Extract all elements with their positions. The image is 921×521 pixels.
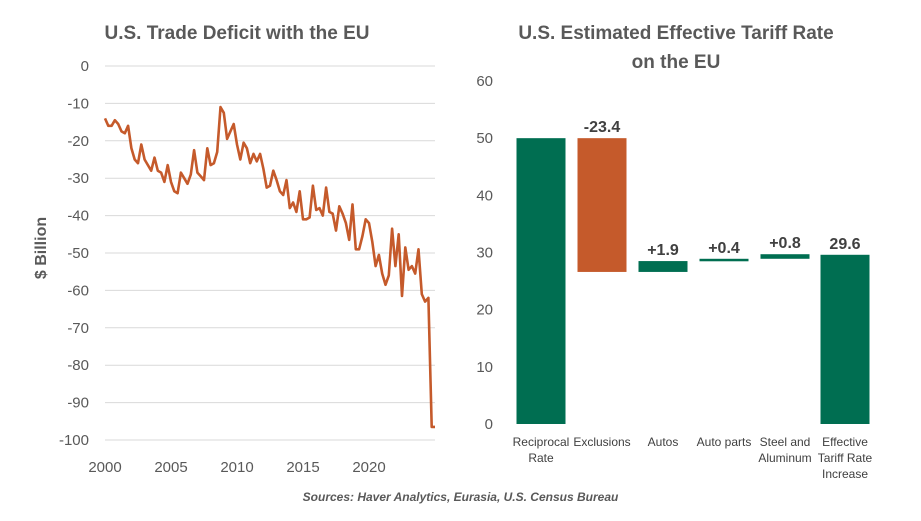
waterfall-category-label: Autos [648,435,679,449]
right-y-tick: 40 [476,187,493,204]
waterfall-data-label: +0.8 [769,235,801,252]
right-y-tick: 10 [476,359,493,376]
left-y-tick: -50 [67,245,89,262]
waterfall-category-label: Aluminum [758,451,811,465]
waterfall-category-label: Tariff Rate [818,451,873,465]
right-y-tick: 60 [476,73,493,90]
right-y-tick: 50 [476,130,493,147]
tariff-rate-chart: U.S. Estimated Effective Tariff Rate on … [476,23,872,481]
left-y-tick-labels: 0 -10 -20 -30 -40 -50 -60 -70 -80 -90 -100 [59,58,89,449]
left-chart-title: U.S. Trade Deficit with the EU [105,23,370,44]
waterfall-category-labels: Reciprocal Rate Exclusions Autos Auto parts S… [513,435,873,481]
source-note: Sources: Haver Analytics, Eurasia, U.S. … [302,490,619,504]
waterfall-bar [820,254,870,424]
left-x-tick: 2010 [220,459,253,476]
waterfall-data-label: +0.4 [708,240,740,257]
left-x-tick: 2015 [286,459,319,476]
right-y-tick: 0 [485,416,493,433]
left-y-axis-label: $ Billion [33,217,50,279]
waterfall-bar [760,254,810,259]
left-y-tick: -10 [67,95,89,112]
left-y-tick: -30 [67,170,89,187]
left-y-tick: -40 [67,208,89,225]
right-y-tick: 20 [476,302,493,319]
right-y-tick: 30 [476,245,493,262]
trade-deficit-line [103,105,435,429]
left-y-tick: -80 [67,357,89,374]
left-y-tick: 0 [81,58,89,75]
waterfall-data-label: 29.6 [829,236,860,253]
left-y-tick: -20 [67,133,89,150]
waterfall-data-label: +1.9 [647,242,679,259]
waterfall-bar [699,258,749,262]
left-y-tick: -90 [67,395,89,412]
left-y-tick: -70 [67,320,89,337]
waterfall-bars [516,138,870,424]
waterfall-category-label: Exclusions [573,435,630,449]
waterfall-data-labels: -23.4 +1.9 +0.4 +0.8 29.6 [584,119,861,259]
right-chart-title-line1: U.S. Estimated Effective Tariff Rate [518,23,833,44]
waterfall-bar [638,261,688,272]
left-x-tick-labels: 2000 2005 2010 2015 2020 [88,459,385,476]
right-chart-title-line2: on the EU [632,52,721,73]
left-gridlines [105,65,435,441]
left-y-tick: -60 [67,282,89,299]
left-y-tick: -100 [59,432,89,449]
waterfall-category-label: Reciprocal [513,435,570,449]
waterfall-category-label: Rate [528,451,554,465]
waterfall-category-label: Increase [822,467,868,481]
trade-deficit-chart: U.S. Trade Deficit with the EU $ Billion… [33,23,435,476]
waterfall-category-label: Auto parts [697,435,752,449]
waterfall-data-label: -23.4 [584,119,621,136]
waterfall-category-label: Steel and [760,435,811,449]
left-x-tick: 2020 [352,459,385,476]
left-x-tick: 2005 [154,459,187,476]
waterfall-bar [577,138,627,272]
left-x-tick: 2000 [88,459,121,476]
waterfall-category-label: Effective [822,435,868,449]
waterfall-bar [516,138,566,424]
right-y-tick-labels: 0 10 20 30 40 50 60 [476,73,493,433]
